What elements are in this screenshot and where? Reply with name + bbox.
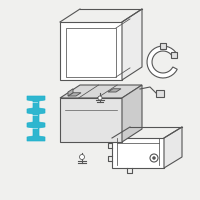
- Polygon shape: [122, 85, 142, 142]
- Polygon shape: [60, 98, 122, 142]
- Polygon shape: [147, 46, 177, 78]
- Polygon shape: [60, 85, 142, 98]
- Polygon shape: [156, 90, 164, 97]
- Polygon shape: [68, 93, 81, 96]
- Polygon shape: [27, 96, 45, 141]
- Circle shape: [153, 156, 156, 160]
- Polygon shape: [108, 89, 121, 92]
- Polygon shape: [60, 22, 122, 80]
- Polygon shape: [164, 127, 182, 168]
- Polygon shape: [68, 89, 73, 96]
- Polygon shape: [112, 138, 164, 168]
- Bar: [171, 52, 177, 58]
- Bar: [160, 43, 166, 49]
- Circle shape: [98, 96, 102, 100]
- Circle shape: [80, 154, 84, 160]
- Polygon shape: [122, 9, 142, 80]
